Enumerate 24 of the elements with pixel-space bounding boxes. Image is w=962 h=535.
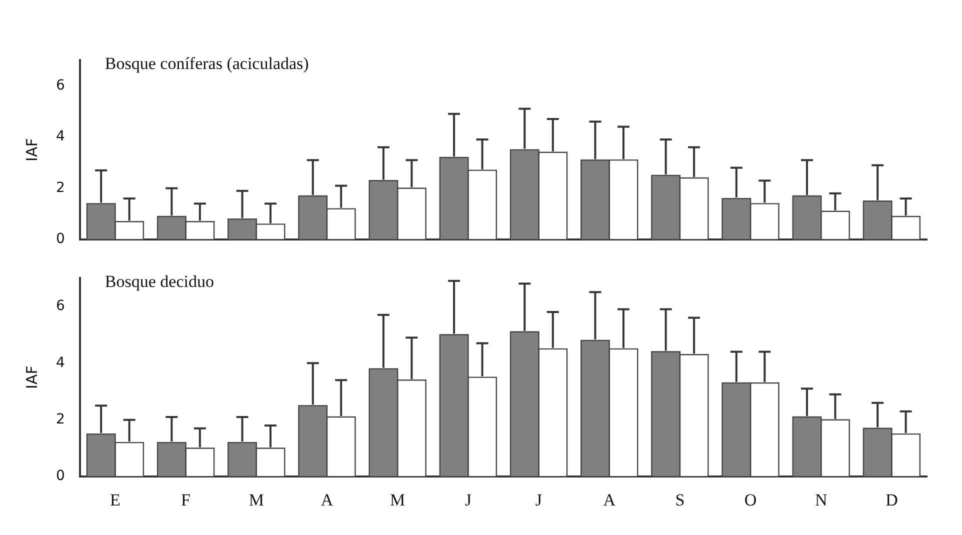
x-tick-label: F <box>181 490 191 510</box>
y-tick-label: 4 <box>56 128 65 145</box>
x-tick-label: N <box>814 490 828 510</box>
x-tick-label: S <box>675 490 685 510</box>
x-tick-label: M <box>390 490 406 510</box>
x-tick-label: M <box>248 490 264 510</box>
chart-title: Bosque deciduo <box>104 272 214 291</box>
x-tick-label: J <box>535 490 542 510</box>
x-tick-label: A <box>320 490 334 510</box>
x-tick-label: J <box>464 490 472 510</box>
y-tick-label: 4 <box>56 354 65 371</box>
y-tick-label: 2 <box>56 180 65 196</box>
y-tick-label: 6 <box>56 298 65 314</box>
x-tick-label: E <box>110 490 120 510</box>
y-tick-label: 0 <box>56 468 65 484</box>
x-tick-label: A <box>603 490 616 510</box>
y-tick-label: 0 <box>56 231 65 248</box>
y-tick-label: 6 <box>56 77 65 94</box>
y-tick-label: 2 <box>56 412 65 428</box>
x-tick-label: O <box>744 490 757 510</box>
x-tick-label: D <box>886 490 898 510</box>
y-axis-title: IAF <box>22 138 41 162</box>
y-axis-title: IAF <box>22 366 41 389</box>
chart-title: Bosque coníferas (aciculadas) <box>104 54 309 73</box>
